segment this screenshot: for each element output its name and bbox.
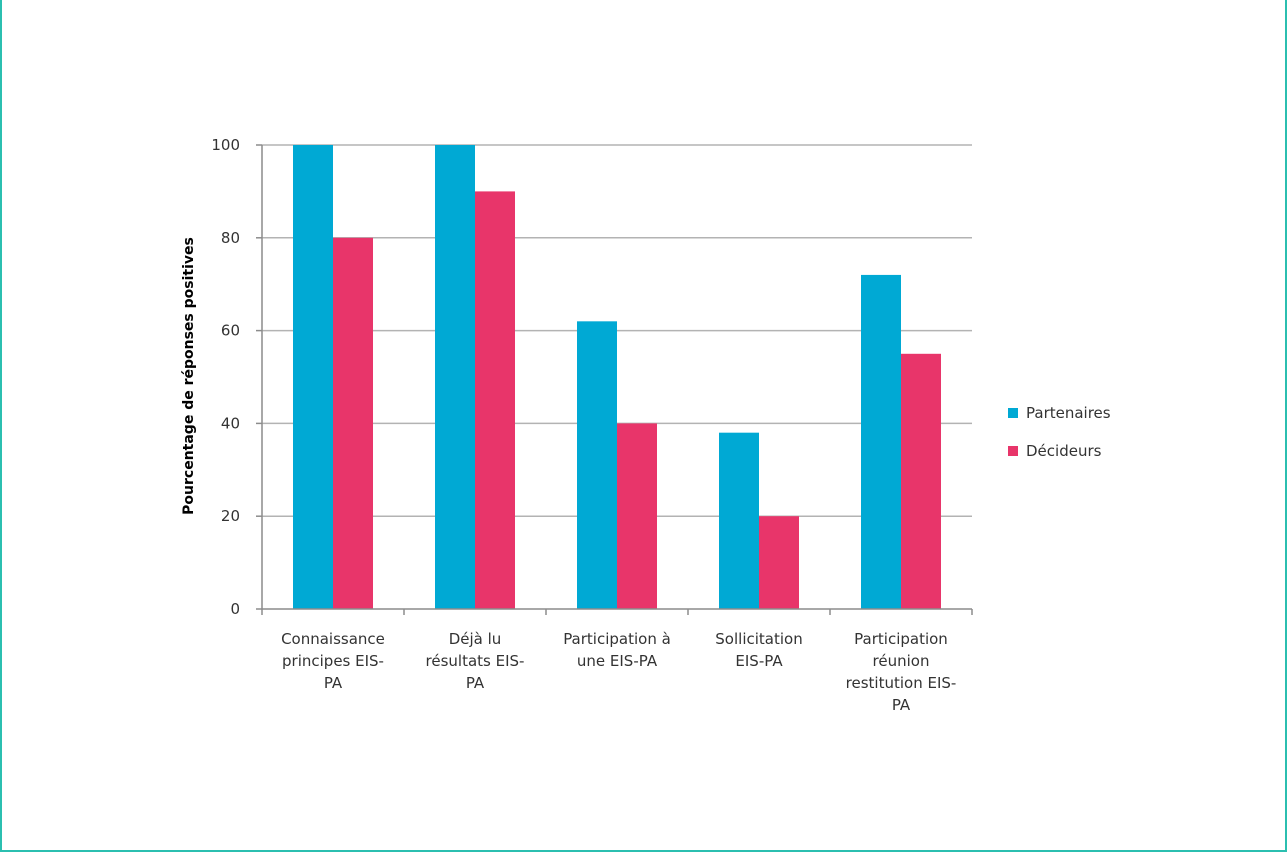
x-category-label: Déjà lu résultats EIS-PA <box>426 630 525 692</box>
y-tick-label: 0 <box>230 600 240 618</box>
legend: Partenaires Décideurs <box>1008 404 1111 460</box>
y-tick-labels: 0 20 40 60 80 100 <box>211 136 240 618</box>
x-category-labels: Connaissance principes EIS-PA Déjà lu résul… <box>281 630 956 714</box>
bar-d-cideurs-5 <box>901 353 941 609</box>
bar-partenaires-1 <box>293 145 333 609</box>
y-tick-label: 100 <box>211 136 240 154</box>
y-tick-label: 80 <box>221 229 240 247</box>
bar-d-cideurs-2 <box>475 191 515 609</box>
legend-swatch <box>1008 408 1018 418</box>
bar-partenaires-4 <box>719 432 759 609</box>
bar-partenaires-5 <box>861 274 901 609</box>
bar-d-cideurs-3 <box>617 423 657 609</box>
axes <box>256 144 973 615</box>
x-category-label: Participation réunion restitution EIS-PA <box>846 630 957 714</box>
y-tick-label: 40 <box>221 414 240 432</box>
bars <box>293 145 941 610</box>
bar-partenaires-2 <box>435 145 475 609</box>
y-tick-label: 20 <box>221 507 240 525</box>
bar-d-cideurs-4 <box>759 516 799 609</box>
legend-swatch <box>1008 446 1018 456</box>
y-axis-label: Pourcentage de réponses positives <box>181 237 197 515</box>
x-category-label: Sollicitation EIS-PA <box>715 630 802 670</box>
legend-label: Décideurs <box>1026 442 1102 460</box>
y-tick-label: 60 <box>221 322 240 340</box>
bar-partenaires-3 <box>577 321 617 609</box>
bar-d-cideurs-1 <box>333 237 373 610</box>
x-category-label: Connaissance principes EIS-PA <box>281 630 385 692</box>
legend-label: Partenaires <box>1026 404 1111 422</box>
x-category-label: Participation à une EIS-PA <box>563 630 671 670</box>
